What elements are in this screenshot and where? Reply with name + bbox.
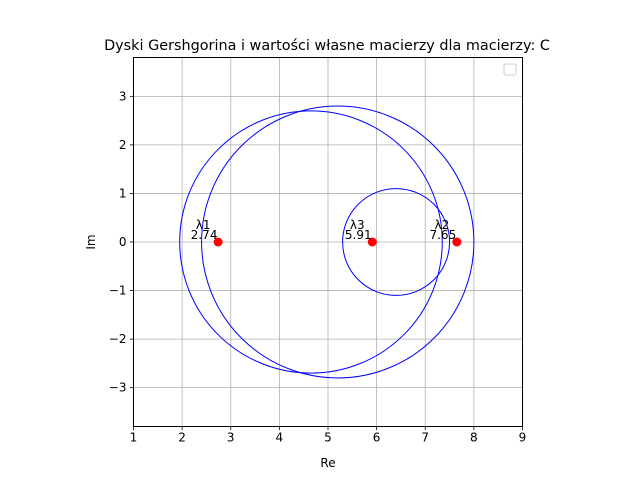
eigenvalue-value-label: 5.91 [345,228,372,242]
eigenvalue-name-label: λ3 [350,218,365,232]
eigenvalue-value-label: 7.65 [429,228,456,242]
eigenvalue-labels: λ12.74 λ27.65 λ35.91 [191,218,456,242]
eigenvalue-value-label: 2.74 [191,228,218,242]
y-tick-label: −3 [109,381,127,395]
legend-box[interactable] [503,63,517,76]
eigenvalue-name-label: λ2 [434,218,449,232]
gershgorin-disk [201,105,475,379]
x-tick-label: 3 [227,431,235,445]
y-tick-label: 2 [119,138,127,152]
x-tick-label: 6 [373,431,381,445]
eigenvalue-point [452,237,462,247]
gershgorin-disk [342,188,451,296]
x-tick-label: 9 [519,431,527,445]
x-tick-label: 5 [324,431,332,445]
y-axis-label: Im [84,234,98,249]
eigenvalue-point [213,237,223,247]
eigenvalue-points [213,237,462,247]
y-tick-label: 0 [119,235,127,249]
y-tick-label: 3 [119,89,127,103]
y-tick-label: −2 [109,332,127,346]
x-tick-label: 4 [276,431,284,445]
axis-ticks: 1 2 3 4 5 6 7 8 9 −3 −2 −1 0 1 2 3 [109,89,527,444]
grid [133,57,523,427]
x-tick-label: 7 [421,431,429,445]
gershgorin-disks [179,105,475,379]
x-tick-label: 8 [470,431,478,445]
eigenvalue-point [367,237,377,247]
y-tick-label: 1 [119,186,127,200]
chart-title: Dyski Gershgorina i wartości własne maci… [104,38,550,54]
gershgorin-disk [179,110,443,374]
x-tick-label: 2 [178,431,186,445]
eigenvalue-name-label: λ1 [196,218,211,232]
x-axis-label: Re [320,456,335,470]
x-tick-label: 1 [130,431,138,445]
y-tick-label: −1 [109,284,127,298]
